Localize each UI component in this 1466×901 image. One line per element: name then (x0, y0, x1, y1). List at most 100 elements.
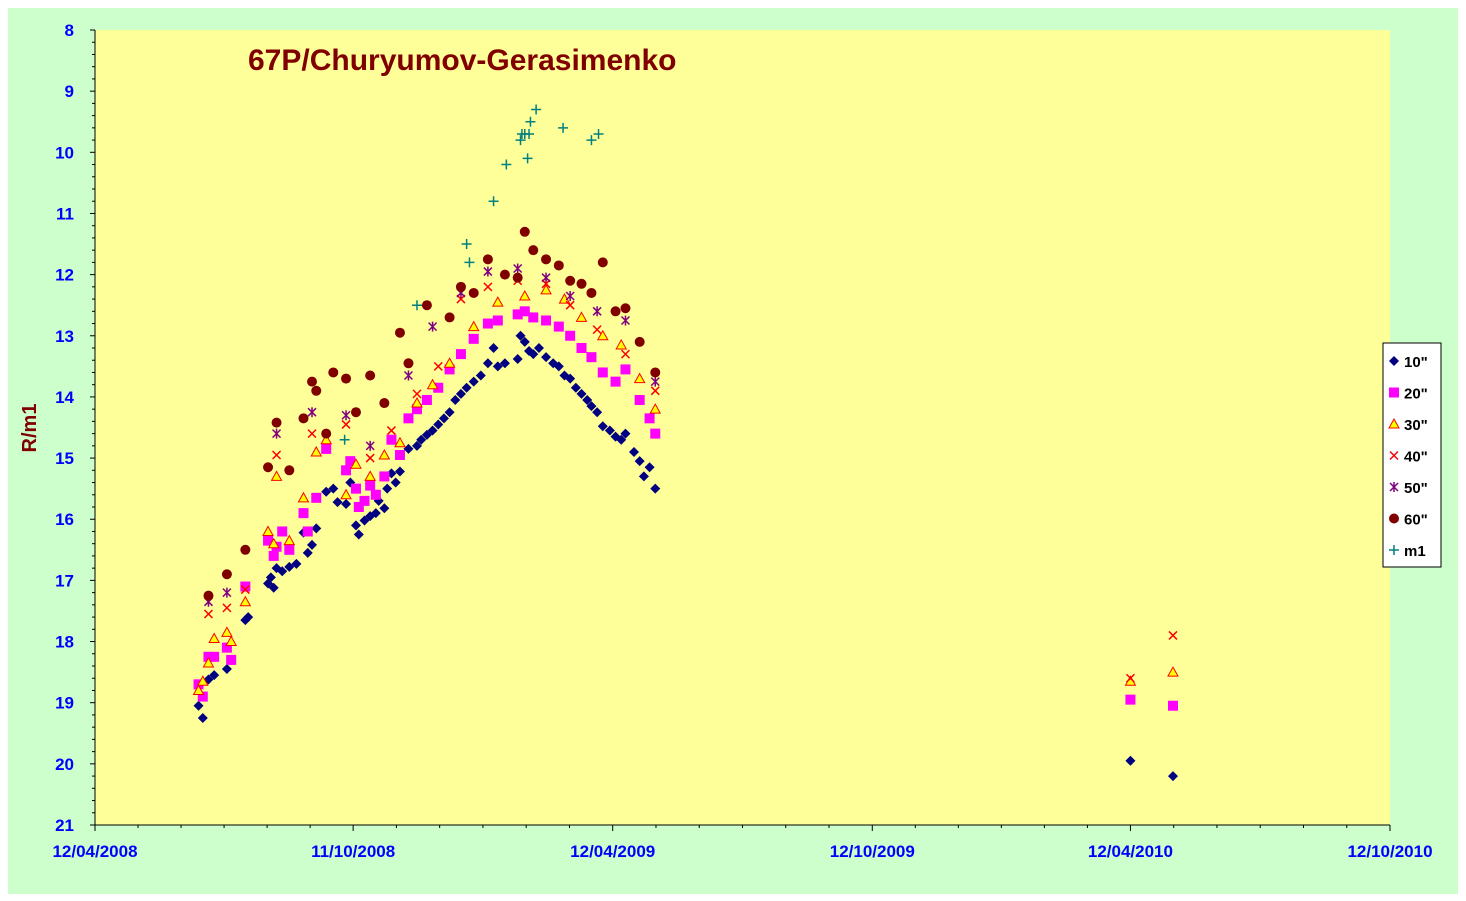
data-point (221, 569, 232, 580)
data-point (394, 466, 405, 477)
data-point (277, 526, 288, 537)
data-point (267, 537, 280, 549)
data-point (575, 311, 588, 322)
data-point (291, 558, 302, 569)
data-point (576, 388, 587, 399)
legend-marker (1389, 482, 1399, 492)
x-tick-label: 12/10/2010 (1347, 842, 1432, 861)
data-point (394, 327, 405, 338)
legend-label: 10" (1404, 354, 1428, 371)
data-point (353, 502, 364, 512)
data-point (512, 272, 523, 283)
y-tick-label: 19 (55, 694, 74, 713)
data-point (209, 651, 220, 662)
y-axis: 8 9 10 11 12 13 14 15 16 17 18 19 20 21 (55, 21, 96, 835)
data-point (650, 483, 661, 494)
data-point (284, 544, 295, 555)
data-point (650, 428, 661, 439)
data-point (277, 566, 288, 577)
data-point (565, 300, 575, 310)
data-point (553, 321, 564, 332)
data-point (492, 361, 503, 372)
data-point (650, 386, 660, 396)
data-point (468, 376, 479, 387)
data-point (196, 675, 209, 686)
series-layer (192, 104, 1179, 782)
data-point (488, 196, 499, 207)
data-point (302, 526, 313, 537)
data-point (444, 407, 455, 418)
data-point (268, 550, 279, 561)
data-point (379, 503, 390, 514)
data-point (197, 712, 208, 723)
data-point (359, 495, 370, 506)
legend-label: 30" (1404, 417, 1428, 434)
data-point (386, 426, 396, 436)
data-point (341, 410, 351, 421)
data-point (455, 281, 466, 292)
data-point (297, 491, 310, 503)
data-point (468, 287, 479, 298)
data-point (271, 417, 282, 428)
data-point (1125, 673, 1135, 683)
data-point (533, 343, 544, 353)
data-point (307, 376, 318, 387)
data-point (221, 664, 232, 675)
data-point (379, 398, 390, 409)
y-tick-label: 16 (55, 510, 74, 529)
data-point (628, 446, 639, 457)
data-point (528, 312, 539, 323)
data-point (433, 382, 444, 393)
legend-label: 40" (1404, 449, 1428, 466)
data-point (515, 330, 526, 341)
data-point (203, 609, 214, 619)
data-point (265, 572, 276, 583)
data-point (464, 257, 475, 268)
data-point (1125, 694, 1136, 705)
legend-marker (1389, 513, 1399, 524)
data-point (332, 497, 343, 508)
legend-marker (1389, 356, 1399, 366)
data-point (649, 403, 662, 414)
y-tick-label: 18 (55, 633, 74, 652)
data-point (302, 547, 313, 558)
data-point (482, 318, 493, 329)
data-point (620, 315, 631, 326)
data-point (222, 603, 232, 613)
data-point (411, 440, 422, 451)
data-point (421, 394, 432, 405)
series-diamond (193, 330, 1178, 782)
data-point (616, 434, 627, 445)
data-point (311, 523, 322, 534)
data-point (565, 373, 576, 384)
y-tick-label: 21 (55, 816, 74, 835)
legend-label: m1 (1404, 543, 1426, 560)
data-point (592, 306, 602, 317)
data-point (528, 245, 539, 256)
y-axis-label: R/m1 (19, 404, 41, 453)
series-circle (203, 226, 661, 601)
x-tick-label: 12/04/2008 (52, 842, 137, 861)
data-point (499, 269, 510, 280)
data-point (582, 394, 593, 405)
data-point (597, 367, 608, 378)
data-point (638, 471, 649, 482)
y-tick-label: 10 (55, 143, 74, 162)
data-point (262, 525, 274, 536)
data-point (444, 312, 455, 323)
data-point (586, 352, 597, 363)
data-point (541, 352, 552, 363)
data-point (1167, 700, 1178, 711)
y-tick-label: 12 (55, 266, 74, 285)
legend-marker (1389, 387, 1399, 398)
data-point (597, 421, 608, 432)
data-point (576, 278, 587, 289)
data-point (394, 436, 406, 448)
data-point (272, 450, 282, 460)
data-point (321, 428, 332, 439)
data-point (475, 370, 486, 381)
data-point (541, 315, 552, 326)
data-point (311, 385, 322, 396)
data-point (1167, 771, 1178, 782)
